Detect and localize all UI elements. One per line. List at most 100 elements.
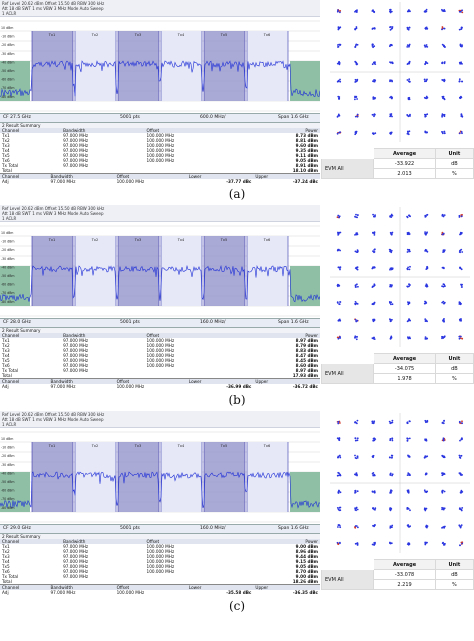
aclr-column-header: Lower bbox=[186, 584, 254, 590]
aclr-row: Adj 97.000 MHz 100.000 MHz -36.99 dBc -36.72… bbox=[0, 384, 320, 389]
constellation-point bbox=[374, 507, 377, 510]
table-cell: Tx5 bbox=[2, 564, 10, 569]
constellation-point bbox=[406, 63, 409, 65]
result-summary-table: 2 Result Summary Channel Bandwidth Offset Po… bbox=[0, 123, 320, 173]
constellation-point bbox=[354, 10, 356, 13]
channel-band-3 bbox=[118, 31, 159, 101]
evm-corner bbox=[320, 148, 375, 159]
constellation-point bbox=[406, 44, 409, 46]
evm-corner bbox=[320, 353, 375, 364]
constellation-point bbox=[391, 26, 394, 28]
constellation-point bbox=[458, 302, 461, 304]
constellation-point bbox=[356, 251, 359, 253]
constellation-point bbox=[338, 131, 341, 134]
header-line: Ref Level 20.62 dBm Offset 15.50 dB RBW … bbox=[2, 206, 105, 211]
table-title: 2 Result Summary bbox=[0, 328, 320, 333]
constellation-point bbox=[356, 283, 358, 286]
infobar-right: Span 1.6 GHz bbox=[278, 115, 309, 120]
constellation-point bbox=[390, 113, 393, 115]
table-cell: 100.000 MHz bbox=[146, 348, 175, 353]
table-cell: 9.05 dBm bbox=[295, 158, 318, 163]
constellation-point bbox=[354, 526, 356, 529]
constellation-point bbox=[441, 474, 444, 477]
table-row: Tx1 97.000 MHz 100.000 MHz 8.97 dBm bbox=[0, 338, 320, 343]
aclr-cell: 97.000 MHz bbox=[50, 179, 76, 184]
constellation-point bbox=[371, 63, 374, 66]
table-cell: Tx5 bbox=[2, 358, 10, 363]
spectrum-plot: Tx1 Tx2 Tx3 Tx4 Tx5 Tx6 10 dBm -10 dBm -20 dBm -3… bbox=[0, 428, 320, 524]
constellation-point bbox=[389, 114, 392, 117]
constellation-point bbox=[389, 541, 391, 544]
constellation-point bbox=[389, 8, 392, 11]
constellation-point bbox=[406, 439, 409, 442]
constellation-point bbox=[337, 420, 340, 423]
constellation-point bbox=[408, 233, 410, 236]
table-row: Tx Total 97.000 MHz 8.97 dBm bbox=[0, 368, 320, 373]
constellation-point bbox=[460, 454, 463, 457]
channel-label: Tx2 bbox=[91, 238, 98, 242]
infobar-mid: 5001 pts bbox=[120, 115, 140, 120]
constellation-point bbox=[425, 490, 428, 493]
constellation-point bbox=[355, 96, 358, 98]
channel-label: Tx4 bbox=[177, 238, 185, 242]
spectrum-plot: Tx1 Tx2 Tx3 Tx4 Tx5 Tx6 10 dBm -10 dBm -20 dBm -3… bbox=[0, 17, 320, 113]
constellation-point bbox=[408, 130, 411, 133]
table-cell: 8.79 dBm bbox=[295, 343, 318, 348]
table-row: Total 18.26 dBm bbox=[0, 579, 320, 584]
constellation-point bbox=[406, 251, 409, 253]
constellation-point bbox=[354, 335, 357, 338]
constellation-point bbox=[354, 250, 357, 253]
constellation-point bbox=[406, 285, 409, 288]
constellation-point bbox=[443, 267, 445, 270]
constellation-point bbox=[460, 113, 463, 116]
table-cell: Tx Total bbox=[2, 163, 19, 168]
table-cell: 100.000 MHz bbox=[146, 559, 175, 564]
aclr-cell: -36.72 dBc bbox=[292, 384, 318, 389]
y-tick-label: -40 dBm bbox=[1, 471, 15, 475]
constellation-point bbox=[458, 335, 461, 338]
constellation-point bbox=[356, 268, 359, 271]
constellation-point bbox=[338, 96, 341, 98]
constellation-point bbox=[354, 507, 356, 510]
table-cell: Tx Total bbox=[2, 574, 19, 579]
constellation-diagram bbox=[330, 2, 470, 142]
evm-db-unit: dB bbox=[434, 569, 474, 580]
constellation-point bbox=[409, 337, 411, 340]
constellation-point bbox=[459, 232, 462, 235]
constellation-point bbox=[391, 526, 393, 529]
constellation-point bbox=[441, 491, 443, 493]
constellation-point bbox=[356, 455, 359, 458]
header-line: Ref Level 20.62 dBm Offset 15.50 dB RBW … bbox=[2, 1, 105, 6]
table-cell: 100.000 MHz bbox=[146, 338, 175, 343]
constellation-point bbox=[443, 115, 446, 118]
table-cell: Tx3 bbox=[2, 554, 10, 559]
channel-band-6 bbox=[247, 236, 288, 306]
channel-band-4 bbox=[161, 31, 202, 101]
constellation-point bbox=[407, 507, 410, 510]
table-row: Tx5 97.000 MHz 100.000 MHz 9.05 dBm bbox=[0, 564, 320, 569]
constellation-point bbox=[389, 61, 391, 63]
y-tick-label: -10 dBm bbox=[1, 35, 15, 39]
constellation-point bbox=[425, 301, 427, 304]
constellation-point bbox=[371, 472, 374, 475]
constellation-point bbox=[424, 543, 427, 546]
aclr-cell: 100.000 MHz bbox=[116, 384, 145, 389]
constellation-point bbox=[461, 214, 463, 216]
constellation-point bbox=[356, 439, 359, 442]
table-cell: 97.000 MHz bbox=[63, 158, 89, 163]
constellation-point bbox=[460, 524, 463, 526]
constellation-point bbox=[458, 508, 461, 510]
constellation-point bbox=[459, 62, 461, 65]
constellation-point bbox=[441, 43, 444, 46]
channel-label: Tx6 bbox=[263, 238, 270, 242]
panel-caption: (c) bbox=[228, 599, 246, 613]
table-cell: Tx1 bbox=[2, 544, 10, 549]
column-header: Channel bbox=[0, 333, 62, 338]
constellation-point bbox=[338, 284, 341, 287]
constellation-point bbox=[425, 8, 428, 11]
constellation-point bbox=[373, 115, 375, 118]
constellation-point bbox=[339, 11, 341, 14]
constellation-point bbox=[354, 78, 357, 81]
constellation-point bbox=[441, 472, 443, 475]
constellation-point bbox=[373, 113, 376, 116]
